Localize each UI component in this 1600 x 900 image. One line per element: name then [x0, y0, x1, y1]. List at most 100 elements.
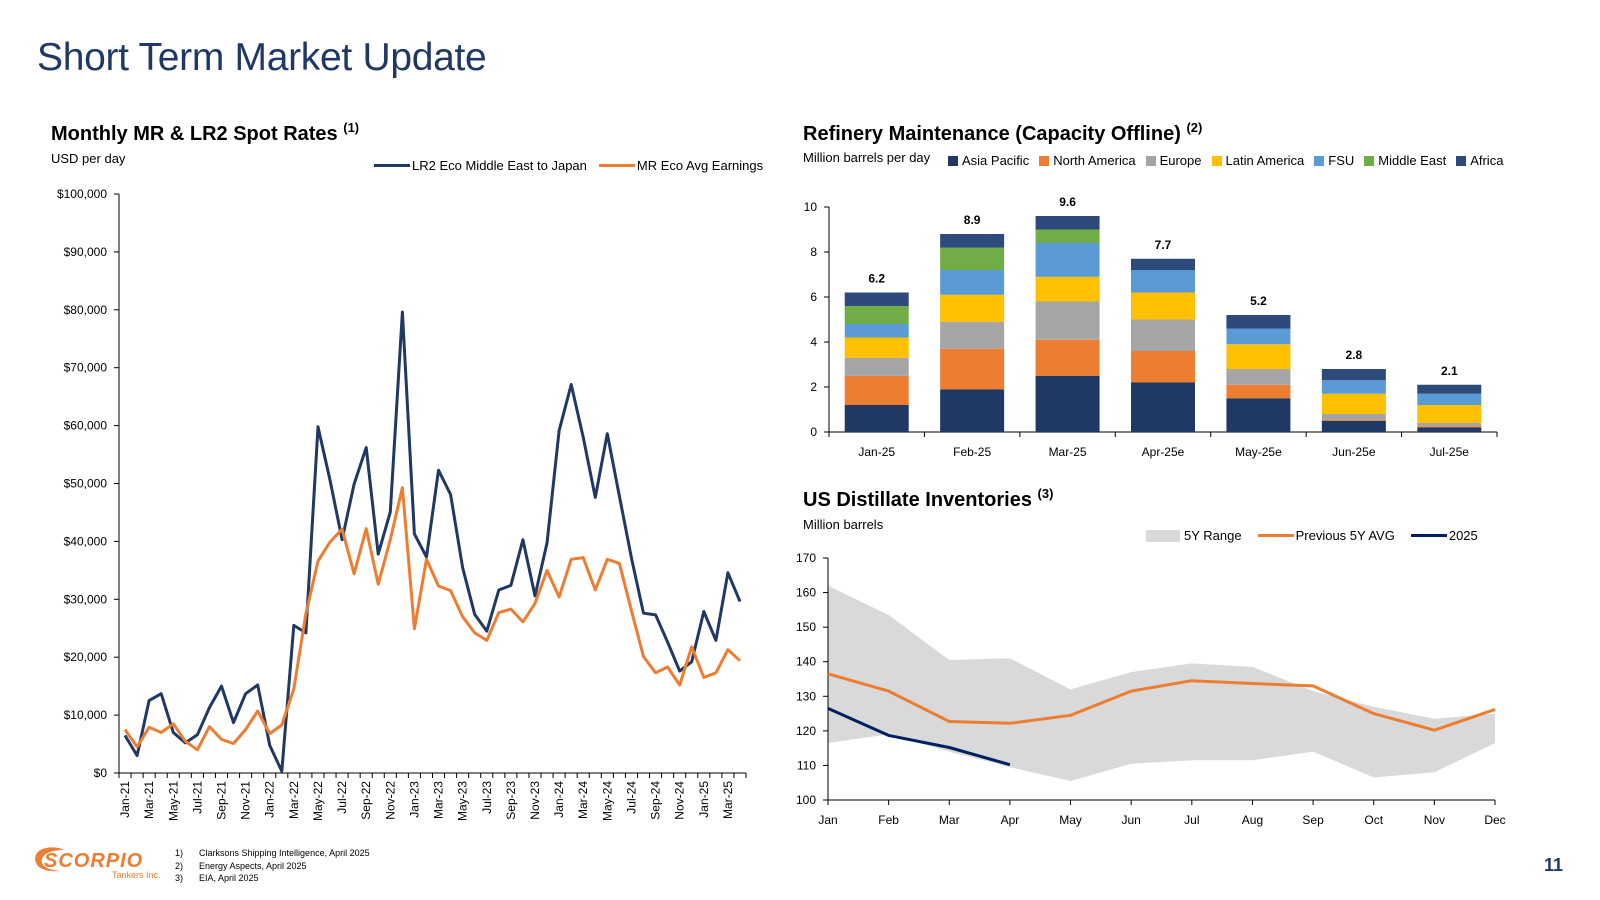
logo-swoosh-icon [35, 847, 64, 872]
refinery-bar-segment [940, 321, 1005, 349]
spot-x-tick-label: Jan-21 [118, 781, 132, 818]
refinery-bar-segment [1417, 384, 1482, 394]
refinery-bar-segment [1131, 270, 1195, 293]
mr-series-line [123, 486, 742, 752]
logo-subtitle: Tankers Inc. [112, 870, 161, 880]
distillate-title-note: (3) [1037, 486, 1054, 501]
refinery-bar-segment [1321, 369, 1386, 381]
refinery-bar-segment [1035, 229, 1100, 243]
refinery-legend-label: North America [1053, 153, 1136, 168]
refinery-legend-item: Asia Pacific [948, 153, 1029, 168]
refinery-bar-segment [1321, 380, 1386, 394]
refinery-bar-segment [1321, 419, 1386, 421]
footnote-2-text: Energy Aspects, April 2025 [199, 860, 307, 871]
distillate-x-tick-label: Feb [878, 813, 899, 827]
distillate-5y-avg-line [827, 672, 1496, 732]
refinery-bar-segment [1131, 382, 1195, 432]
distillate-x-tick-label: Sep [1302, 813, 1324, 827]
spot-y-tick-label: $30,000 [64, 592, 108, 606]
distillate-y-tick-label: 140 [796, 655, 816, 669]
footnote-2-num: 2) [175, 860, 184, 871]
refinery-legend-swatch [1364, 155, 1375, 166]
distillate-legend-avg-label: Previous 5Y AVG [1295, 528, 1395, 543]
refinery-bar-segment [1321, 393, 1386, 414]
refinery-bar-segment [1226, 328, 1291, 345]
refinery-x-tick-label: Jul-25e [1430, 445, 1470, 459]
refinery-y-tick-label: 8 [810, 245, 817, 259]
refinery-bar-segment [1417, 393, 1482, 405]
refinery-title-note: (2) [1186, 120, 1203, 135]
distillate-x-tick-label: Jan [818, 813, 837, 827]
refinery-legend-item: Middle East [1364, 153, 1446, 168]
refinery-total-label: 7.7 [1155, 238, 1172, 252]
refinery-total-label: 9.6 [1059, 195, 1076, 209]
refinery-chart: 0 2 4 6 8 10 6.2 Jan-25 8.9 Feb-25 9.6 Mar-25 7.7 Apr… [804, 195, 1498, 459]
refinery-bar-segment [844, 405, 909, 432]
spot-x-tick-label: Jan-25 [697, 781, 711, 818]
refinery-bar-segment [1417, 423, 1482, 427]
lr2-series-line [123, 310, 742, 773]
refinery-legend-swatch [1145, 155, 1156, 166]
distillate-y-tick-label: 100 [796, 793, 816, 807]
distillate-x-tick-label: Nov [1424, 813, 1445, 827]
distillate-unit-label: Million barrels [803, 517, 884, 532]
refinery-legend-label: Africa [1470, 153, 1504, 168]
spot-x-tick-label: Sep-22 [359, 781, 373, 820]
distillate-y-tick-label: 150 [796, 620, 816, 634]
refinery-y-tick-label: 2 [810, 380, 817, 394]
distillate-x-tick-label: Apr [1001, 813, 1020, 827]
refinery-legend-swatch [1456, 155, 1467, 166]
refinery-legend-label: Middle East [1378, 153, 1447, 168]
refinery-bar-segment [844, 375, 909, 405]
refinery-total-label: 6.2 [868, 272, 885, 286]
footnote-1-num: 1) [175, 848, 184, 858]
distillate-y-tick-label: 120 [796, 724, 816, 738]
spot-legend-lr2: LR2 Eco Middle East to Japan [374, 158, 587, 173]
refinery-bar-segment [1035, 375, 1100, 432]
spot-x-tick-label: Nov-22 [383, 781, 397, 820]
refinery-bar-segment [1035, 216, 1100, 230]
refinery-x-tick-label: Apr-25e [1142, 445, 1185, 459]
refinery-bar-segment [1035, 301, 1100, 340]
refinery-bar-segment [1417, 426, 1482, 428]
refinery-legend-label: Asia Pacific [962, 153, 1030, 168]
refinery-bar-segment [1131, 258, 1195, 270]
refinery-bar-segment [940, 389, 1005, 432]
spot-x-tick-label: Sep-23 [504, 781, 518, 820]
spot-x-tick-label: Mar-23 [432, 781, 446, 819]
distillate-legend-range-swatch [1146, 529, 1180, 542]
refinery-y-tick-label: 4 [810, 335, 817, 349]
refinery-bar-segment [1035, 339, 1100, 376]
spot-legend-mr: MR Eco Avg Earnings [598, 158, 763, 173]
spot-legend-lr2-swatch [374, 164, 410, 167]
distillate-x-tick-label: Oct [1364, 813, 1383, 827]
refinery-x-tick-label: May-25e [1235, 445, 1282, 459]
refinery-legend-swatch [1314, 155, 1325, 166]
refinery-bar-segment [844, 306, 909, 324]
distillate-x-tick-label: May [1059, 813, 1082, 827]
footnote-3-text: EIA, April 2025 [199, 873, 259, 883]
refinery-x-tick-label: Feb-25 [953, 445, 991, 459]
spot-x-tick-label: Nov-24 [673, 781, 687, 820]
refinery-bar-segment [844, 337, 909, 358]
spot-x-tick-label: Mar-21 [142, 781, 156, 819]
refinery-bar-segment [844, 357, 909, 376]
distillate-title-text: US Distillate Inventories [803, 489, 1032, 511]
spot-x-tick-label: Jul-22 [335, 781, 349, 814]
refinery-bar-segment [1035, 276, 1100, 302]
spot-title-note: (1) [343, 120, 360, 135]
distillate-chart-title: US Distillate Inventories (3) [803, 486, 1053, 512]
distillate-legend-avg: Previous 5Y AVG [1257, 528, 1395, 543]
distillate-legend-range-label: 5Y Range [1184, 528, 1242, 543]
distillate-chart: 100 110 120 130 140 150 160 170 Jan Feb Mar Apr May J… [796, 551, 1506, 827]
spot-x-tick-label: Sep-21 [214, 781, 228, 820]
spot-y-tick-label: $50,000 [64, 477, 108, 491]
spot-x-tick-label: Mar-24 [576, 781, 590, 819]
distillate-y-tick-label: 170 [796, 551, 816, 565]
refinery-bar-segment [940, 247, 1005, 270]
distillate-legend-range: 5Y Range [1146, 528, 1242, 543]
refinery-bar-segment [844, 292, 909, 306]
refinery-bar-segment [1417, 405, 1482, 423]
spot-x-tick-label: May-24 [600, 781, 614, 821]
refinery-bar-segment [1226, 369, 1291, 385]
